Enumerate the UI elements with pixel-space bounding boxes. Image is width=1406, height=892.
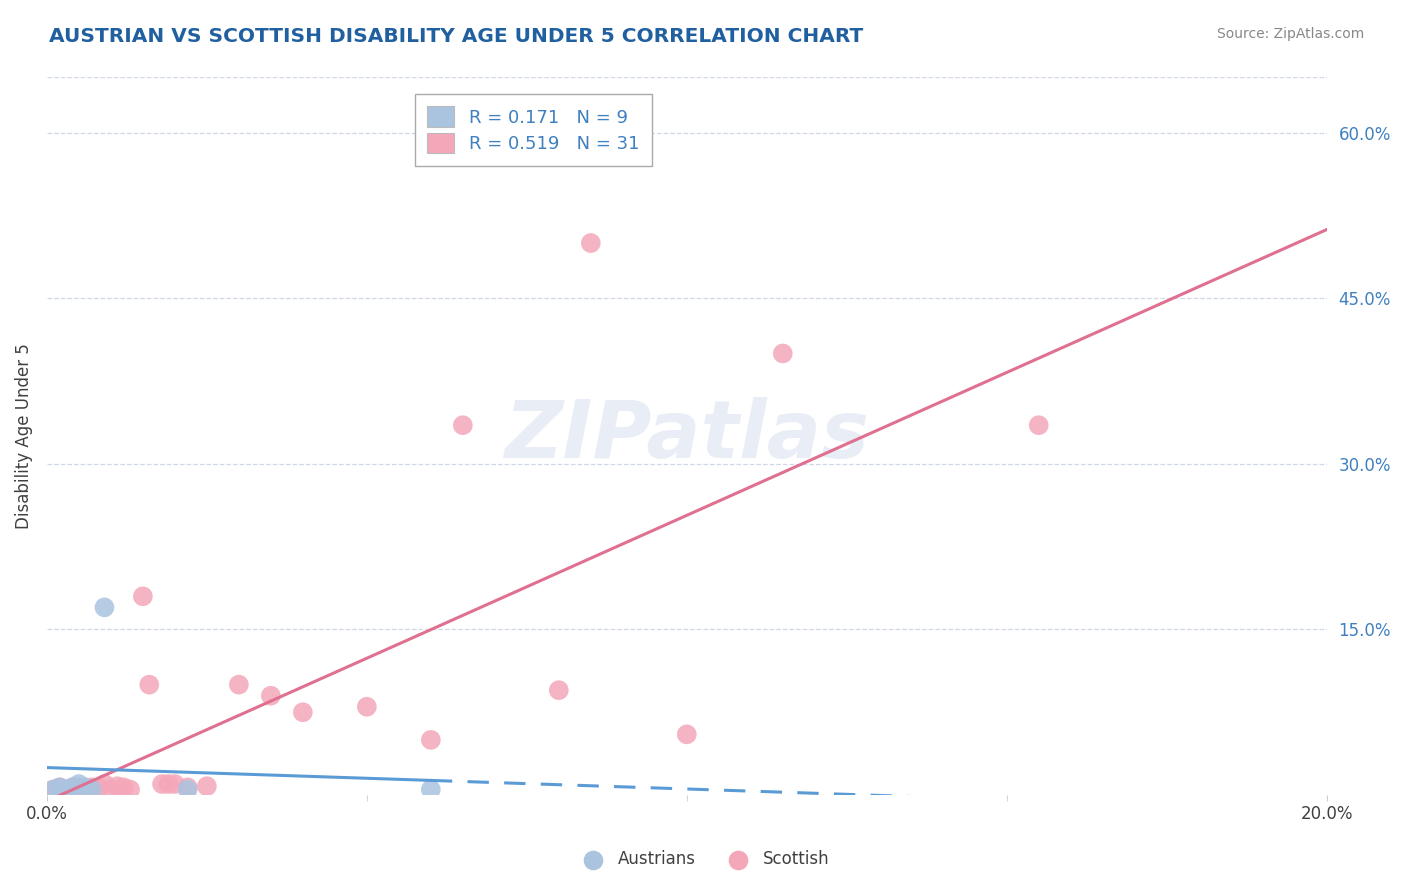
Text: ZIPatlas: ZIPatlas: [505, 397, 869, 475]
Point: [260, 689, 283, 703]
Point: [87, 780, 110, 795]
Point: [675, 727, 697, 741]
Point: [419, 782, 441, 797]
Point: [93, 600, 115, 615]
Point: [451, 418, 474, 433]
Point: [547, 683, 569, 698]
Point: [55, 782, 77, 797]
Point: [772, 346, 794, 360]
Point: [42, 782, 65, 797]
Point: [176, 782, 198, 797]
Point: [80, 782, 103, 797]
Point: [195, 779, 218, 793]
Point: [100, 782, 122, 797]
Text: Source: ZipAtlas.com: Source: ZipAtlas.com: [1216, 27, 1364, 41]
Point: [75, 780, 97, 795]
Point: [228, 678, 250, 692]
Point: [75, 782, 97, 797]
Point: [138, 678, 160, 692]
Point: [157, 777, 180, 791]
Y-axis label: Disability Age Under 5: Disability Age Under 5: [15, 343, 32, 529]
Point: [176, 780, 198, 795]
Point: [419, 732, 441, 747]
Point: [105, 779, 128, 793]
Point: [67, 780, 90, 795]
Point: [291, 705, 314, 719]
Point: [48, 780, 70, 795]
Point: [112, 780, 135, 795]
Point: [579, 235, 602, 250]
Point: [93, 777, 115, 791]
Point: [48, 780, 70, 795]
Point: [163, 777, 186, 791]
Legend: Austrians, Scottish: Austrians, Scottish: [569, 844, 837, 875]
Point: [80, 780, 103, 795]
Point: [356, 699, 378, 714]
Point: [42, 782, 65, 797]
Point: [62, 780, 84, 795]
Point: [132, 590, 155, 604]
Legend: R = 0.171   N = 9, R = 0.519   N = 31: R = 0.171 N = 9, R = 0.519 N = 31: [415, 94, 652, 166]
Point: [150, 777, 173, 791]
Text: AUSTRIAN VS SCOTTISH DISABILITY AGE UNDER 5 CORRELATION CHART: AUSTRIAN VS SCOTTISH DISABILITY AGE UNDE…: [49, 27, 863, 45]
Point: [62, 780, 84, 795]
Point: [1028, 418, 1050, 433]
Point: [120, 782, 142, 797]
Point: [55, 782, 77, 797]
Point: [67, 777, 90, 791]
